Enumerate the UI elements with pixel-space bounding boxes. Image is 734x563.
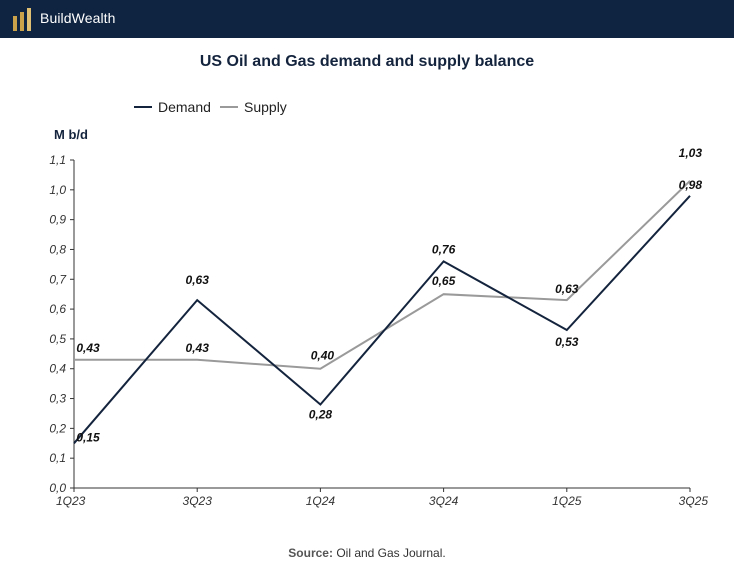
data-label-demand: 0,28 — [309, 408, 333, 422]
x-tick-label: 3Q24 — [429, 494, 459, 508]
y-tick-label: 0,3 — [49, 392, 66, 406]
data-label-supply: 0,43 — [76, 341, 100, 355]
legend-label-demand: Demand — [158, 99, 211, 115]
y-tick-label: 0,4 — [49, 362, 66, 376]
y-tick-label: 1,0 — [49, 183, 66, 197]
legend-label-supply: Supply — [244, 99, 287, 115]
x-tick-label: 1Q23 — [56, 494, 86, 508]
data-label-demand: 0,76 — [432, 242, 456, 256]
data-label-supply: 0,63 — [555, 282, 579, 296]
x-tick-label: 3Q23 — [183, 494, 213, 508]
data-label-demand: 0,15 — [76, 430, 100, 444]
data-label-supply: 1,03 — [679, 146, 703, 160]
series-line-demand — [73, 195, 691, 444]
y-tick-label: 0,7 — [49, 272, 67, 286]
y-tick-label: 0,0 — [49, 481, 66, 495]
y-tick-label: 0,5 — [49, 332, 66, 346]
data-label-demand: 0,53 — [555, 335, 579, 349]
y-tick-label: 0,6 — [49, 302, 66, 316]
source-prefix: Source: — [288, 546, 333, 560]
y-axis-unit-label: M b/d — [54, 127, 88, 142]
chart-title: US Oil and Gas demand and supply balance — [199, 53, 535, 70]
legend-swatch-demand — [134, 106, 152, 109]
x-tick-label: 3Q25 — [679, 494, 709, 508]
data-label-demand: 0,98 — [679, 178, 703, 192]
legend-item-supply: Supply — [220, 99, 287, 115]
legend-swatch-supply — [220, 106, 238, 109]
data-label-supply: 0,65 — [432, 274, 456, 288]
y-tick-label: 0,1 — [49, 451, 66, 465]
y-tick-label: 0,2 — [49, 421, 66, 435]
x-tick-label: 1Q25 — [552, 494, 582, 508]
data-label-supply: 0,43 — [186, 341, 210, 355]
y-tick-label: 1,1 — [49, 153, 66, 167]
building-logo-icon — [13, 8, 31, 31]
data-label-supply: 0,40 — [311, 349, 335, 363]
top-bar: BuildWealth — [0, 0, 734, 38]
brand-name[interactable]: BuildWealth — [40, 10, 116, 26]
series-line-supply — [74, 180, 691, 370]
data-label-demand: 0,63 — [186, 273, 210, 287]
legend-item-demand: Demand — [134, 99, 211, 115]
source-note: Source: Oil and Gas Journal. — [0, 546, 734, 560]
x-tick-label: 1Q24 — [306, 494, 336, 508]
y-tick-label: 0,9 — [49, 213, 66, 227]
y-tick-label: 0,8 — [49, 242, 66, 256]
source-text: Oil and Gas Journal. — [336, 546, 446, 560]
